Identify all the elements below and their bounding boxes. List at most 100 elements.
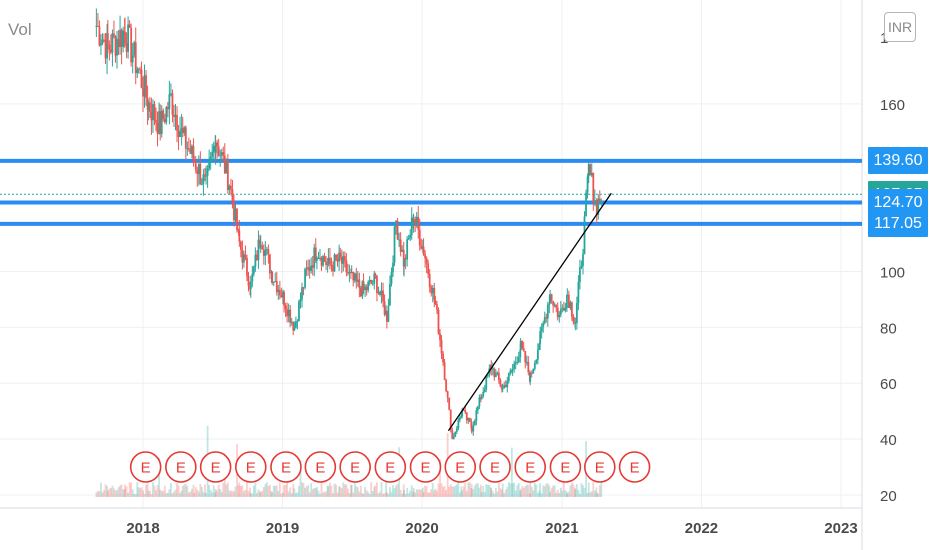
volume-bar <box>197 491 200 497</box>
volume-bar <box>320 482 323 497</box>
volume-bar <box>123 489 126 497</box>
earnings-marker[interactable]: E <box>583 451 616 483</box>
candle-body <box>280 295 283 298</box>
volume-bar <box>174 489 177 497</box>
volume-bar <box>234 486 237 497</box>
candle-body <box>264 250 267 256</box>
volume-bar <box>393 488 396 497</box>
candle-body <box>583 216 586 255</box>
volume-bar <box>501 483 504 497</box>
trendline-line[interactable] <box>447 192 612 432</box>
candle-body <box>159 111 162 134</box>
volume-bar <box>415 489 418 497</box>
candle-body <box>166 107 169 110</box>
earnings-marker[interactable]: E <box>479 451 511 483</box>
earnings-marker[interactable]: E <box>618 451 651 483</box>
volume-bar <box>287 491 290 497</box>
candle-body <box>467 417 470 421</box>
earnings-marker[interactable]: E <box>199 451 232 483</box>
volume-bar <box>342 482 345 497</box>
candle-body <box>525 361 528 363</box>
candle-body <box>251 273 254 282</box>
candle-body <box>535 359 538 364</box>
volume-bar <box>464 482 467 497</box>
volume-bar <box>264 484 267 497</box>
candle-body <box>98 26 101 46</box>
volume-bar <box>120 484 123 497</box>
volume-bar <box>392 485 394 497</box>
volume-bar <box>373 486 376 497</box>
volume-bar <box>165 492 168 497</box>
candle-body <box>387 305 390 322</box>
candle-body <box>514 362 517 364</box>
candle-body <box>572 316 575 322</box>
candle-body <box>503 385 506 389</box>
volume-bar <box>272 485 275 497</box>
trendline[interactable] <box>447 192 612 432</box>
earnings-marker[interactable]: E <box>234 451 267 483</box>
earnings-marker-label: E <box>490 460 500 477</box>
volume-bar <box>368 493 371 497</box>
volume-bar <box>504 489 507 497</box>
candle-body <box>307 267 310 270</box>
candle-body <box>153 104 156 120</box>
candle-body <box>390 272 393 284</box>
candle-body <box>304 268 306 288</box>
candle-body <box>158 111 160 134</box>
candle-body <box>490 364 493 370</box>
candle-body <box>434 300 437 305</box>
earnings-marker[interactable]: E <box>129 451 162 483</box>
candle-body <box>156 122 159 134</box>
currency-button[interactable]: INR <box>884 12 916 42</box>
volume-bar <box>214 492 217 497</box>
volume-bar <box>422 492 425 497</box>
volume-bar <box>590 491 593 497</box>
volume-bar <box>345 484 348 497</box>
candle-body <box>468 417 471 422</box>
candle-body <box>418 229 421 246</box>
volume-bar <box>490 488 493 497</box>
earnings-marker[interactable]: E <box>444 451 477 483</box>
candle-body <box>326 263 329 266</box>
candle-body <box>548 303 551 305</box>
volume-bar <box>225 484 228 497</box>
candle-body <box>208 161 211 169</box>
volume-bar <box>517 482 520 497</box>
volume-bar <box>371 491 374 497</box>
candle-body <box>286 309 289 317</box>
candle-body <box>465 412 468 421</box>
candle-body <box>493 368 496 378</box>
candle-body <box>382 290 384 302</box>
candle-body <box>236 208 238 231</box>
candle-body <box>538 343 541 350</box>
horizontal-levels[interactable] <box>0 158 862 226</box>
volume-bar <box>555 492 558 497</box>
candle-body <box>412 219 415 225</box>
volume-bar <box>556 489 559 497</box>
earnings-marker[interactable]: E <box>304 451 337 483</box>
earnings-marker[interactable]: E <box>339 451 371 483</box>
volume-bar <box>103 490 105 497</box>
earnings-marker[interactable]: E <box>409 451 442 483</box>
volume-bar <box>501 489 503 497</box>
earnings-marker[interactable]: E <box>374 451 407 483</box>
candle-body <box>316 258 318 261</box>
earnings-marker[interactable]: E <box>270 451 302 483</box>
volume-bar <box>205 492 207 497</box>
volume-bar <box>316 486 318 497</box>
volume-bar <box>514 490 517 497</box>
candle-body <box>340 256 343 264</box>
earnings-marker-circle <box>304 451 337 483</box>
candle-body <box>443 362 446 380</box>
earnings-marker[interactable]: E <box>165 451 197 483</box>
earnings-marker[interactable]: E <box>549 451 582 483</box>
candle-body <box>524 350 527 363</box>
earnings-marker[interactable]: E <box>514 451 547 483</box>
volume-bar <box>196 489 199 497</box>
volume-bar <box>230 490 232 497</box>
candle-body <box>460 415 463 418</box>
volume-bar <box>131 489 134 497</box>
candle-body <box>483 389 486 392</box>
